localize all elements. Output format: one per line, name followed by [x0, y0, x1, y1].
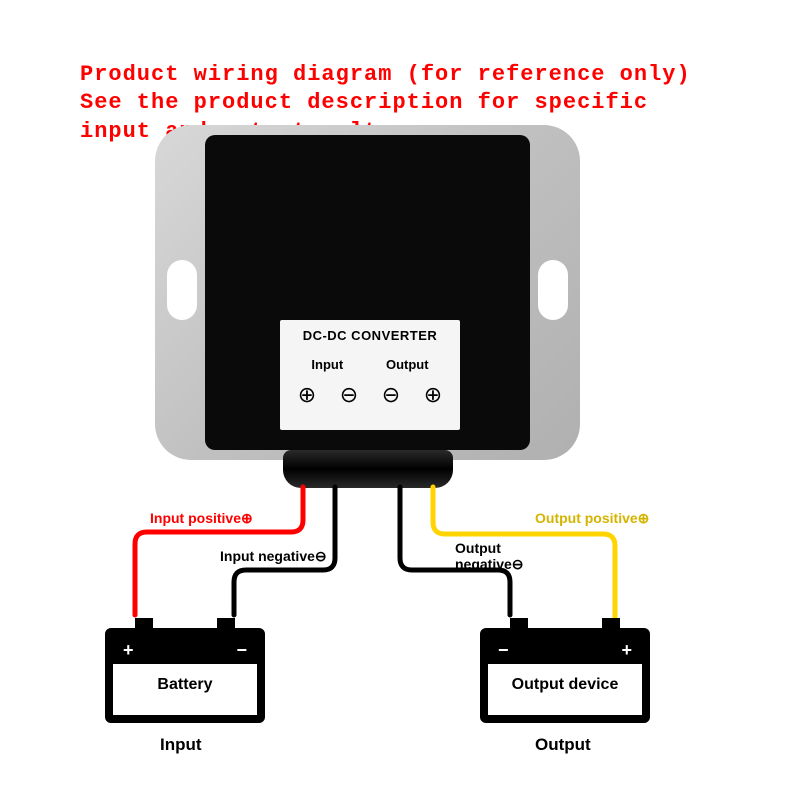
label-output-positive: Output positive⊕ — [535, 510, 649, 527]
battery-plus: + — [123, 640, 134, 661]
header-line2: See the product description for specific — [80, 90, 648, 115]
converter-body: DC-DC CONVERTER Input Output ⊕ ⊖ ⊖ ⊕ — [205, 135, 530, 450]
terminal-symbol-3: ⊖ — [380, 382, 402, 408]
label-input-negative: Input negative⊖ — [220, 548, 327, 565]
mount-hole-right — [538, 260, 568, 320]
device-plus: + — [621, 640, 632, 661]
terminal-symbol-4: ⊕ — [422, 382, 444, 408]
converter-output-label: Output — [386, 357, 429, 372]
battery-below-label: Input — [160, 735, 202, 755]
converter-input-label: Input — [311, 357, 343, 372]
label-output-negative: Output negative⊖ — [455, 540, 524, 573]
terminal-symbol-1: ⊕ — [296, 382, 318, 408]
device-below-label: Output — [535, 735, 591, 755]
device-name: Output device — [488, 676, 642, 694]
converter-terminal-symbols: ⊕ ⊖ ⊖ ⊕ — [280, 382, 460, 408]
device-terminal-positive — [602, 618, 620, 632]
terminal-symbol-2: ⊖ — [338, 382, 360, 408]
mount-hole-left — [167, 260, 197, 320]
battery-top-bar: + − — [113, 636, 257, 664]
battery-name: Battery — [113, 676, 257, 694]
device-top-bar: − + — [488, 636, 642, 664]
output-device: − + Output device — [480, 628, 650, 723]
converter-case: DC-DC CONVERTER Input Output ⊕ ⊖ ⊖ ⊕ — [155, 125, 580, 460]
cable-gland — [283, 450, 453, 488]
header-line1: Product wiring diagram (for reference on… — [80, 62, 691, 87]
converter-label-plate: DC-DC CONVERTER Input Output ⊕ ⊖ ⊖ ⊕ — [280, 320, 460, 430]
device-terminal-negative — [510, 618, 528, 632]
converter-title: DC-DC CONVERTER — [280, 328, 460, 343]
battery-terminal-positive — [135, 618, 153, 632]
label-input-positive: Input positive⊕ — [150, 510, 253, 527]
device-minus: − — [498, 640, 509, 661]
battery-input: + − Battery — [105, 628, 265, 723]
battery-minus: − — [236, 640, 247, 661]
battery-terminal-negative — [217, 618, 235, 632]
